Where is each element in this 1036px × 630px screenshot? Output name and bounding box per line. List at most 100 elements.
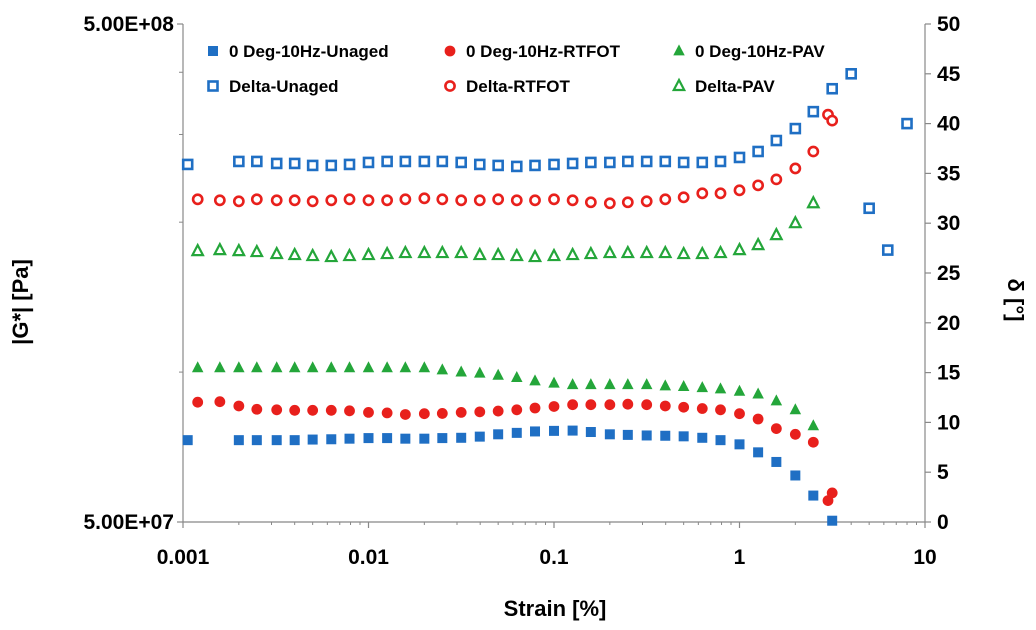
data-point (343, 158, 356, 171)
legend-label: 0 Deg-10Hz-Unaged (229, 42, 389, 61)
data-point (715, 404, 726, 416)
data-point (678, 401, 690, 413)
data-point (529, 194, 541, 207)
data-point (511, 370, 523, 382)
data-point (325, 159, 338, 172)
y-right-tick-label: 35 (937, 162, 961, 185)
series-0-deg-10hz-pav (191, 361, 820, 431)
data-point (342, 247, 357, 262)
data-point (714, 382, 727, 394)
legend-marker (207, 80, 219, 92)
data-point (752, 387, 764, 399)
data-point (734, 408, 745, 420)
data-point (419, 433, 430, 444)
data-point (548, 158, 560, 171)
legend-marker (444, 80, 456, 92)
data-point (548, 401, 560, 412)
data-point (659, 379, 672, 391)
data-point (789, 403, 802, 415)
data-point (399, 193, 412, 206)
data-point (566, 194, 579, 207)
data-point (807, 145, 820, 158)
data-point (306, 361, 319, 373)
data-point (418, 155, 431, 168)
data-point (233, 155, 245, 168)
data-point (213, 194, 226, 207)
data-point (788, 214, 803, 229)
data-point (455, 156, 467, 169)
data-point (641, 399, 653, 411)
data-point (326, 434, 337, 445)
data-point (381, 361, 393, 373)
data-point (473, 194, 486, 207)
data-point (269, 245, 284, 260)
legend-item: Delta-Unaged (207, 77, 339, 96)
data-point (400, 433, 411, 444)
data-point (307, 434, 318, 445)
data-point (455, 194, 468, 207)
legend: 0 Deg-10Hz-Unaged 0 Deg-10Hz-RTFOT 0 Deg-1… (207, 42, 825, 96)
data-point (770, 173, 783, 186)
y-right-tick-label: 40 (937, 113, 960, 136)
data-point (251, 361, 263, 373)
data-point (845, 68, 857, 80)
data-point (548, 376, 560, 388)
data-point (380, 245, 395, 260)
data-point (362, 194, 375, 207)
data-point (584, 196, 597, 209)
data-point (770, 394, 783, 406)
data-point (567, 425, 578, 436)
data-point (677, 156, 690, 169)
data-point (305, 247, 320, 262)
data-points (181, 68, 913, 526)
data-point (695, 245, 710, 260)
data-point (362, 361, 375, 373)
data-point (881, 244, 894, 256)
data-point (527, 248, 543, 263)
series-delta-rtfot (191, 108, 839, 210)
y-right-tick-label: 0 (937, 511, 949, 534)
data-point (214, 396, 226, 408)
series-delta-unaged (181, 68, 913, 256)
data-point (529, 402, 541, 414)
data-point (733, 184, 746, 197)
data-point (270, 194, 283, 207)
legend-item: 0 Deg-10Hz-Unaged (208, 42, 389, 61)
data-point (752, 413, 764, 425)
data-point (511, 404, 523, 416)
data-point (807, 105, 820, 118)
legend-marker (671, 77, 687, 92)
data-point (232, 195, 245, 208)
x-tick-label: 1 (734, 546, 746, 569)
data-point (863, 202, 875, 215)
y-right-axis-ticks: 0 5 10 15 20 25 30 35 40 45 50 (925, 13, 961, 534)
data-point (659, 155, 672, 168)
data-point (641, 430, 652, 441)
data-point (493, 429, 504, 440)
data-point (546, 247, 562, 262)
data-point (604, 399, 616, 411)
data-point (456, 432, 467, 443)
data-point (191, 193, 204, 206)
legend-label: Delta-PAV (695, 77, 775, 96)
legend-marker (444, 45, 456, 57)
data-point (733, 384, 746, 396)
data-point (270, 157, 283, 170)
data-point (585, 427, 596, 438)
data-point (288, 361, 301, 373)
data-point (289, 404, 301, 416)
y-left-axis-ticks: 5.00E+07 5.00E+08 (83, 13, 183, 534)
legend-item: 0 Deg-10Hz-PAV (673, 42, 825, 61)
data-point (697, 432, 708, 443)
data-point (807, 419, 820, 431)
data-point (566, 378, 579, 390)
data-point (399, 361, 412, 373)
data-point (510, 194, 523, 207)
data-point (604, 378, 616, 390)
data-point (660, 430, 671, 441)
data-point (436, 363, 449, 375)
data-point (306, 195, 319, 208)
data-point (325, 194, 338, 207)
data-point (343, 193, 356, 206)
data-point (249, 243, 264, 258)
